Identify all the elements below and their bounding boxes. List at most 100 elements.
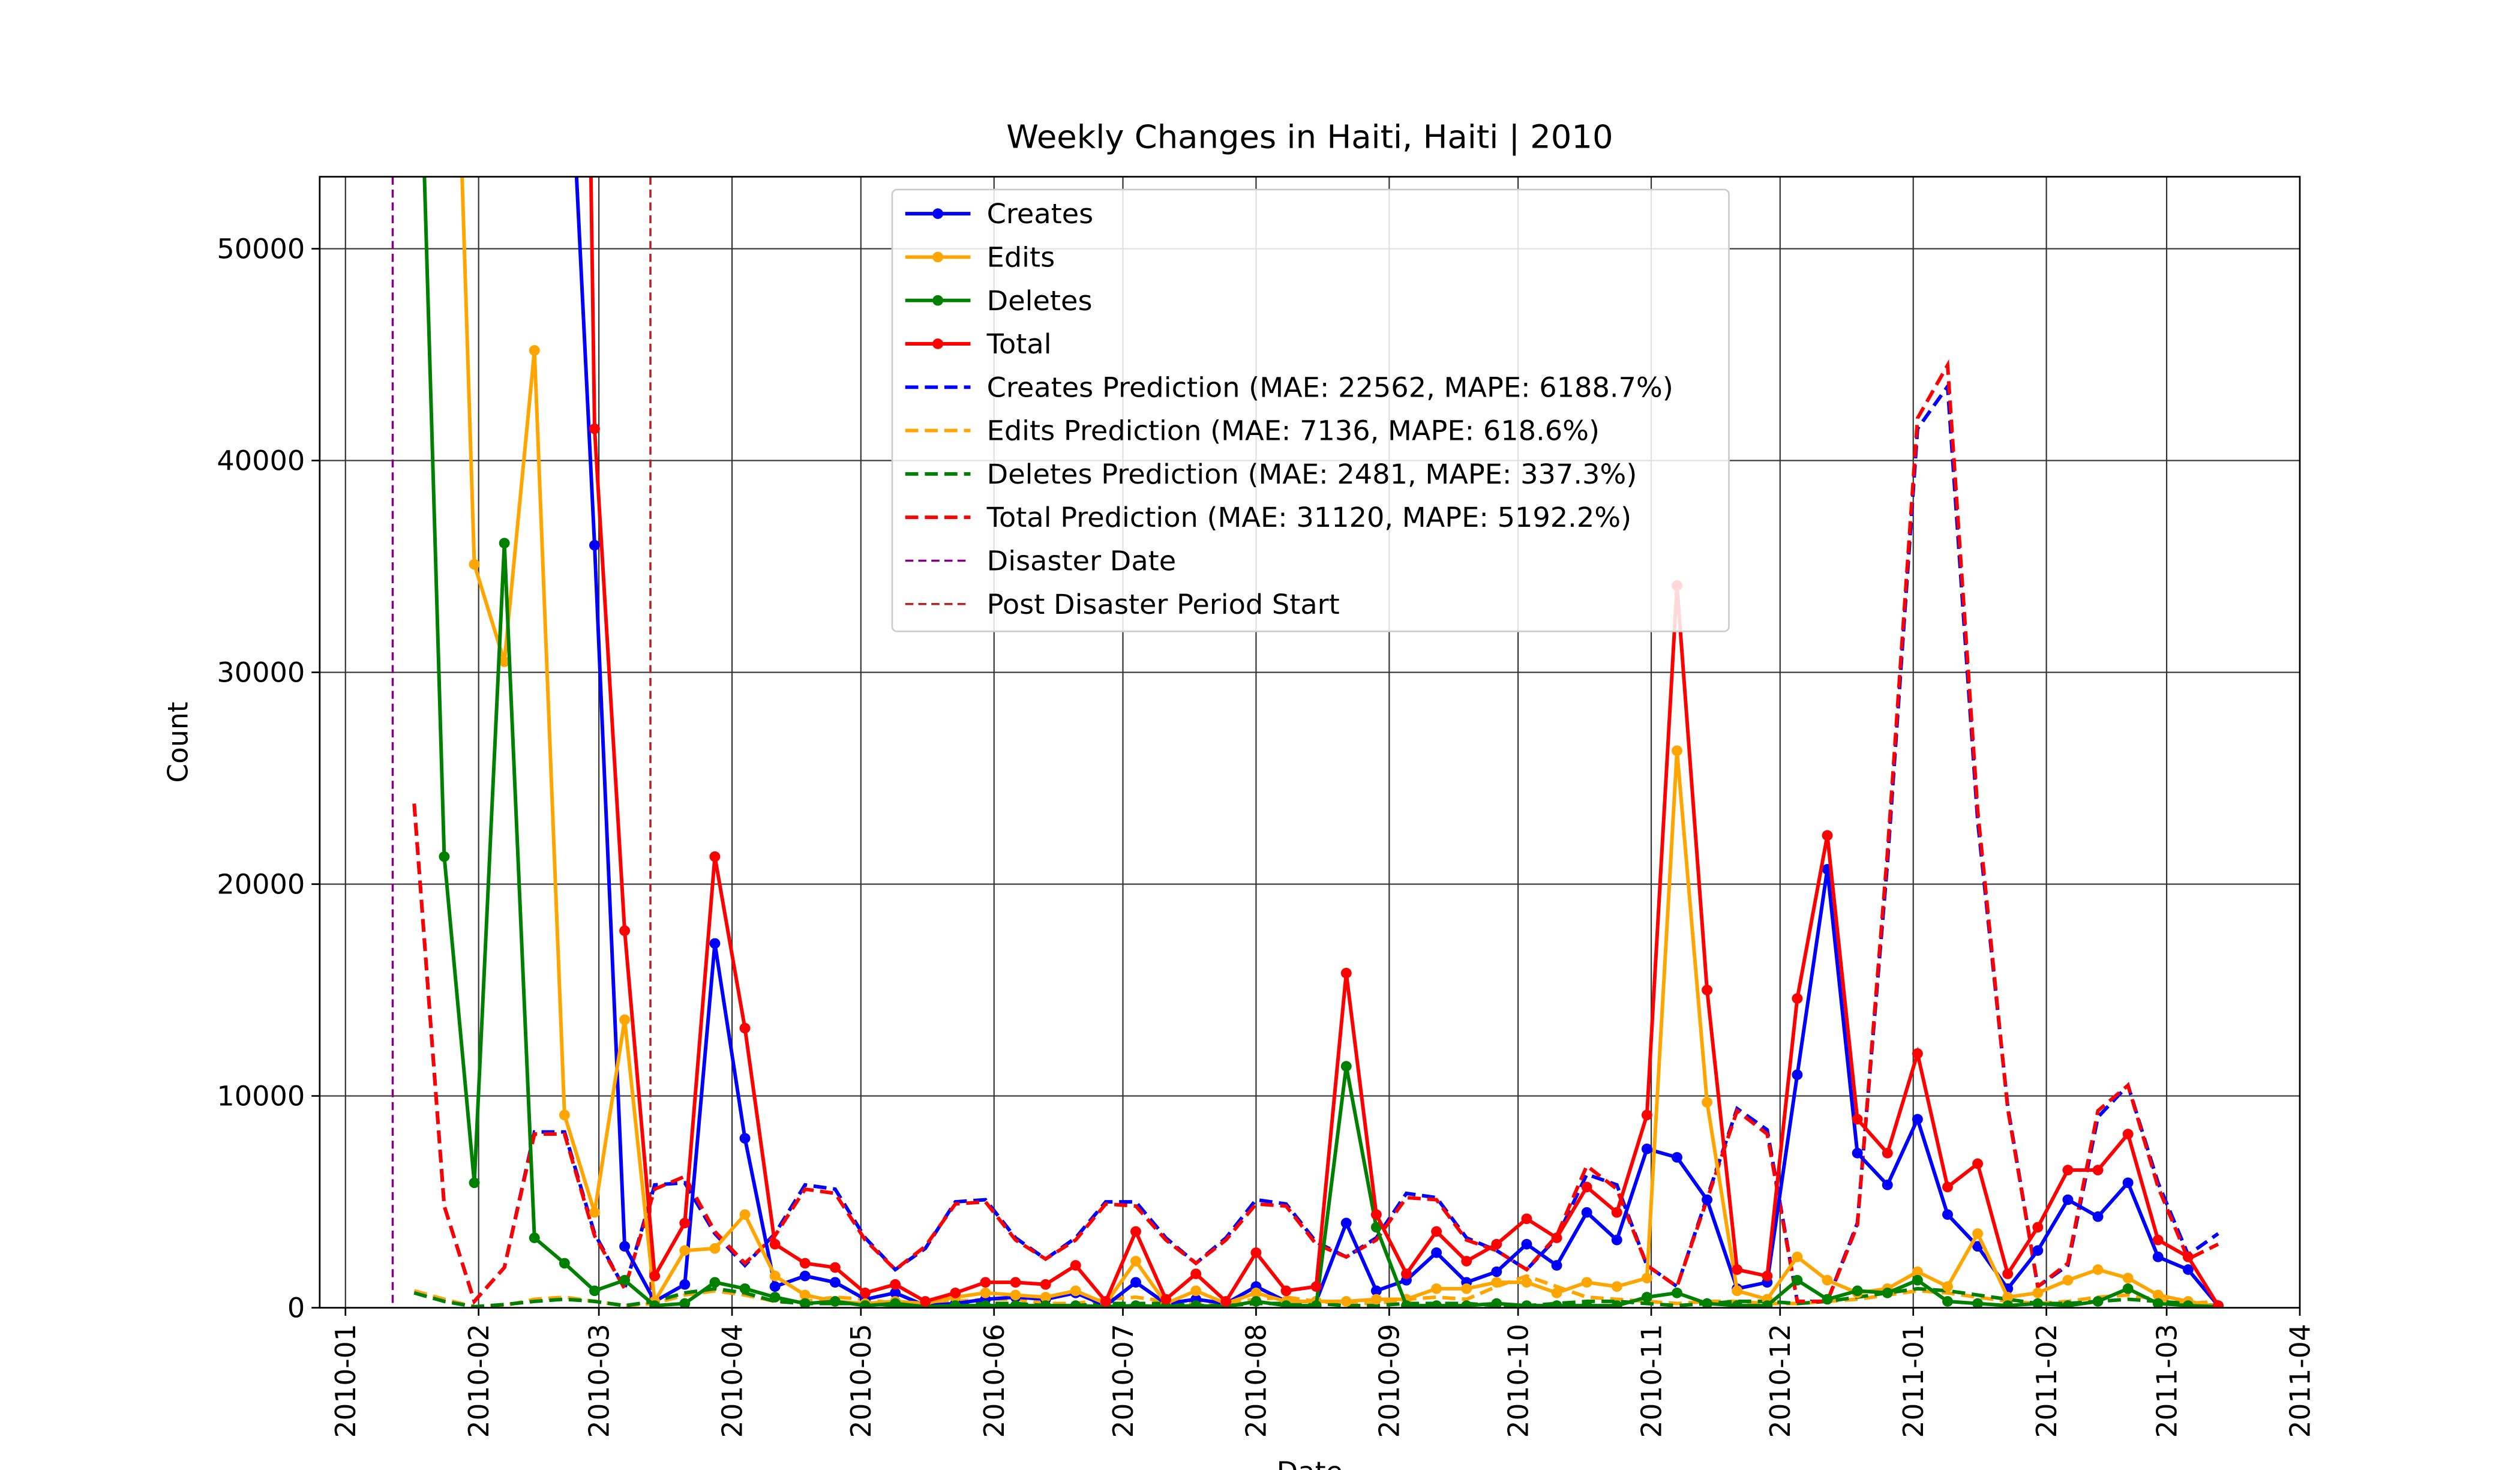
- data-point: [1010, 1300, 1021, 1308]
- data-point: [1672, 1288, 1682, 1298]
- data-point: [1732, 1300, 1743, 1308]
- x-tick-label: 2010-11: [1635, 1324, 1667, 1438]
- data-point: [1340, 967, 1352, 979]
- x-tick-label: 2010-03: [583, 1324, 615, 1438]
- y-tick-label: 30000: [217, 656, 305, 689]
- data-point: [739, 1133, 751, 1144]
- data-point: [439, 851, 450, 862]
- data-point: [2062, 1194, 2074, 1205]
- data-point: [1852, 1285, 1863, 1297]
- data-point: [1401, 1268, 1412, 1279]
- data-point: [1521, 1238, 1532, 1250]
- data-point: [1461, 1300, 1472, 1308]
- data-point: [829, 1277, 841, 1288]
- data-point: [2032, 1222, 2044, 1233]
- data-point: [709, 1277, 721, 1288]
- legend-label: Total: [986, 328, 1052, 360]
- data-point: [2092, 1165, 2104, 1175]
- data-point: [1972, 1298, 1984, 1308]
- data-point: [1732, 1264, 1743, 1275]
- data-point: [1160, 1294, 1172, 1305]
- y-tick-label: 10000: [217, 1080, 305, 1112]
- data-point: [1521, 1300, 1532, 1308]
- x-tick-label: 2010-07: [1106, 1324, 1139, 1438]
- data-point: [2152, 1298, 2164, 1308]
- data-point: [1672, 1152, 1682, 1163]
- x-tick-label: 2010-05: [845, 1324, 877, 1438]
- data-point: [529, 1232, 540, 1243]
- data-point: [1942, 1181, 1953, 1193]
- data-point: [1130, 1300, 1141, 1308]
- data-point: [1912, 1114, 1923, 1125]
- data-point: [709, 1243, 721, 1254]
- data-point: [1641, 1292, 1652, 1303]
- data-point: [2002, 1268, 2014, 1279]
- x-tick-label: 2010-06: [978, 1324, 1010, 1438]
- data-point: [679, 1217, 691, 1229]
- data-point: [2032, 1245, 2044, 1256]
- data-point: [589, 539, 600, 551]
- legend-label: Post Disaster Period Start: [987, 588, 1340, 620]
- data-point: [1611, 1281, 1622, 1292]
- data-point: [1070, 1285, 1081, 1297]
- data-point: [2152, 1234, 2164, 1246]
- data-point: [2213, 1300, 2224, 1308]
- data-point: [860, 1300, 871, 1308]
- data-point: [1942, 1296, 1953, 1307]
- legend-label: Edits: [987, 241, 1055, 274]
- data-point: [1280, 1300, 1292, 1308]
- data-point: [1882, 1179, 1893, 1190]
- data-point: [1702, 985, 1713, 995]
- data-point: [1521, 1277, 1532, 1288]
- data-point: [739, 1209, 751, 1220]
- x-tick-label: 2010-10: [1502, 1324, 1534, 1438]
- data-point: [1792, 993, 1803, 1004]
- data-point: [1942, 1281, 1953, 1292]
- data-point: [1431, 1300, 1442, 1308]
- data-point: [1611, 1207, 1622, 1218]
- data-point: [1972, 1158, 1984, 1169]
- data-point: [1702, 1194, 1713, 1205]
- data-point: [2032, 1288, 2044, 1298]
- data-point: [2122, 1129, 2134, 1139]
- data-point: [1370, 1222, 1382, 1233]
- data-point: [739, 1283, 751, 1294]
- data-point: [619, 925, 631, 937]
- data-point: [1431, 1247, 1442, 1258]
- data-point: [920, 1296, 931, 1307]
- data-point: [1822, 1294, 1833, 1305]
- x-tick-label: 2010-12: [1764, 1324, 1796, 1438]
- data-point: [2182, 1300, 2194, 1308]
- data-point: [1521, 1213, 1532, 1225]
- data-point: [1070, 1300, 1081, 1308]
- data-point: [1461, 1283, 1472, 1294]
- data-point: [1702, 1298, 1713, 1308]
- x-tick-label: 2011-04: [2284, 1324, 2316, 1438]
- data-point: [1010, 1289, 1021, 1301]
- data-point: [799, 1289, 811, 1301]
- y-tick-label: 0: [287, 1292, 305, 1324]
- data-point: [1370, 1209, 1382, 1220]
- legend-label: Disaster Date: [987, 545, 1177, 577]
- y-axis-label: Count: [161, 701, 194, 782]
- data-point: [1912, 1274, 1923, 1286]
- data-point: [559, 1258, 570, 1269]
- data-point: [799, 1298, 811, 1308]
- data-point: [2122, 1273, 2134, 1283]
- data-point: [1732, 1285, 1743, 1297]
- data-point: [1431, 1226, 1442, 1237]
- plot-area: [412, 176, 2224, 1308]
- data-point: [1040, 1292, 1051, 1303]
- data-point: [1641, 1109, 1652, 1121]
- data-point: [1641, 1143, 1652, 1154]
- x-tick-label: 2010-01: [329, 1324, 362, 1438]
- data-point: [769, 1281, 781, 1292]
- data-point: [469, 1177, 480, 1189]
- data-point: [1491, 1266, 1502, 1277]
- x-tick-label: 2010-02: [463, 1324, 495, 1438]
- data-point: [1040, 1279, 1051, 1290]
- data-point: [2062, 1165, 2074, 1175]
- legend-label: Deletes Prediction (MAE: 2481, MAPE: 337…: [987, 458, 1637, 490]
- legend-marker: [932, 338, 944, 349]
